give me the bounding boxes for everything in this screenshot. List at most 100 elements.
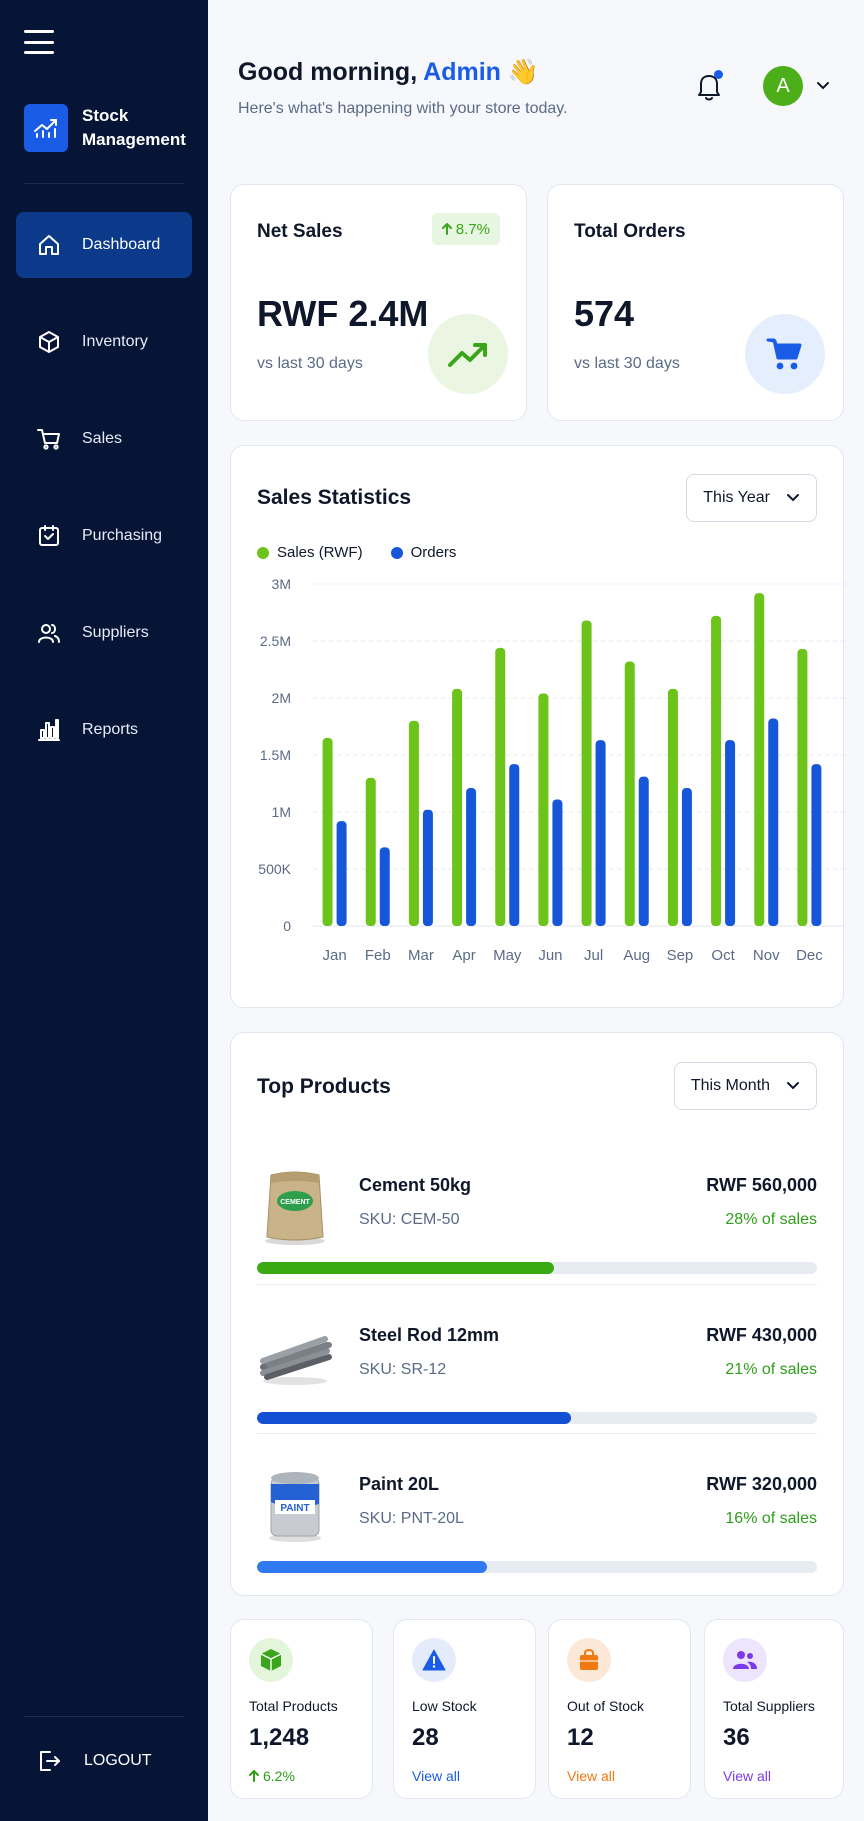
sidebar-item-purchasing[interactable]: Purchasing xyxy=(16,503,192,569)
bar-orders[interactable] xyxy=(422,809,433,926)
chevron-down-icon xyxy=(787,1082,799,1090)
logout-label: LOGOUT xyxy=(84,1752,152,1769)
x-tick-label: Jun xyxy=(538,947,562,964)
sidebar-item-dashboard[interactable]: Dashboard xyxy=(16,212,192,278)
chevron-down-icon[interactable] xyxy=(816,80,830,92)
sidebar-item-label: Reports xyxy=(82,721,139,738)
y-tick-label: 1M xyxy=(272,804,291,820)
sidebar: Stock Management Dashboard Inventory Sal… xyxy=(0,0,208,1821)
bar-orders[interactable] xyxy=(509,764,520,926)
x-tick-label: Mar xyxy=(408,947,434,964)
cube-icon xyxy=(249,1638,293,1682)
sales-statistics-card: Sales Statistics This Year Sales (RWF) O… xyxy=(230,445,845,1008)
sidebar-item-suppliers[interactable]: Suppliers xyxy=(16,600,192,666)
list-item[interactable]: CEMENT Cement 50kg SKU: CEM-50 RWF 560,0… xyxy=(257,1159,817,1279)
bar-orders[interactable] xyxy=(552,799,563,926)
progress-fill xyxy=(257,1412,571,1424)
out-of-stock-card[interactable]: Out of Stock 12 View all xyxy=(548,1619,691,1799)
progress-bar xyxy=(257,1561,817,1573)
bar-sales[interactable] xyxy=(754,593,765,926)
stat-subtitle: vs last 30 days xyxy=(574,355,680,372)
divider xyxy=(257,1284,817,1285)
period-dropdown[interactable]: This Month xyxy=(673,1062,817,1110)
bar-orders[interactable] xyxy=(768,718,779,926)
sidebar-item-inventory[interactable]: Inventory xyxy=(16,309,192,375)
notification-button[interactable] xyxy=(695,70,723,102)
arrow-up-icon xyxy=(441,223,452,235)
bar-orders[interactable] xyxy=(595,740,606,926)
total-suppliers-card[interactable]: Total Suppliers 36 View all xyxy=(704,1619,844,1799)
sidebar-item-reports[interactable]: Reports xyxy=(16,697,192,763)
total-orders-card: Total Orders 574 vs last 30 days xyxy=(547,184,844,421)
summary-label: Out of Stock xyxy=(567,1698,645,1714)
bar-sales[interactable] xyxy=(624,661,635,926)
bar-orders[interactable] xyxy=(638,776,649,926)
divider xyxy=(24,183,184,184)
legend-item-orders[interactable]: Orders xyxy=(390,544,456,561)
bar-orders[interactable] xyxy=(379,847,390,926)
cart-icon xyxy=(37,429,60,450)
sidebar-item-label: Sales xyxy=(82,430,123,447)
bar-orders[interactable] xyxy=(811,764,822,926)
top-products-card: Top Products This Month CEMENT Cement 50… xyxy=(230,1032,844,1596)
summary-label: Total Products xyxy=(249,1698,338,1714)
calendar-check-icon xyxy=(39,525,59,546)
cart-icon xyxy=(745,314,825,394)
svg-text:PAINT: PAINT xyxy=(280,1503,309,1514)
total-products-card[interactable]: Total Products 1,248 6.2% xyxy=(230,1619,373,1799)
y-tick-label: 500K xyxy=(258,861,291,877)
warning-icon xyxy=(412,1638,456,1682)
sidebar-nav: Dashboard Inventory Sales Purchasing Sup… xyxy=(16,212,192,794)
bar-sales[interactable] xyxy=(322,737,333,926)
view-all-link[interactable]: View all xyxy=(412,1768,460,1784)
bar-sales[interactable] xyxy=(495,647,506,926)
bar-sales[interactable] xyxy=(667,688,678,926)
list-item[interactable]: Steel Rod 12mm SKU: SR-12 RWF 430,000 21… xyxy=(257,1309,817,1429)
divider xyxy=(257,1433,817,1434)
home-icon xyxy=(39,235,59,255)
brand[interactable]: Stock Management xyxy=(24,104,192,152)
low-stock-card[interactable]: Low Stock 28 View all xyxy=(393,1619,536,1799)
brand-name: Stock Management xyxy=(82,106,186,149)
bar-orders[interactable] xyxy=(466,788,477,926)
product-price: RWF 560,000 xyxy=(706,1175,817,1195)
product-share: 28% of sales xyxy=(725,1211,817,1228)
avatar[interactable]: A xyxy=(763,66,803,106)
bar-sales[interactable] xyxy=(538,693,549,926)
bar-sales[interactable] xyxy=(365,777,376,926)
view-all-link[interactable]: View all xyxy=(567,1768,615,1784)
greeting-subtitle: Here's what's happening with your store … xyxy=(238,100,568,117)
logout-button[interactable]: LOGOUT xyxy=(36,1748,152,1774)
bar-sales[interactable] xyxy=(797,648,808,926)
x-tick-label: May xyxy=(493,947,522,964)
view-all-link[interactable]: View all xyxy=(723,1768,771,1784)
period-dropdown[interactable]: This Year xyxy=(686,474,817,522)
legend-item-sales[interactable]: Sales (RWF) xyxy=(257,544,363,561)
product-price: RWF 430,000 xyxy=(706,1325,817,1345)
list-item[interactable]: PAINT Paint 20L SKU: PNT-20L RWF 320,000… xyxy=(257,1458,817,1578)
y-tick-label: 2M xyxy=(272,690,291,706)
bar-sales[interactable] xyxy=(581,620,592,926)
progress-fill xyxy=(257,1561,487,1573)
menu-icon[interactable] xyxy=(24,30,54,54)
y-tick-label: 0 xyxy=(283,918,291,934)
bar-sales[interactable] xyxy=(711,615,722,926)
sidebar-item-sales[interactable]: Sales xyxy=(16,406,192,472)
summary-value: 12 xyxy=(567,1724,594,1751)
chevron-down-icon xyxy=(787,494,799,502)
bar-sales[interactable] xyxy=(408,720,419,926)
y-tick-label: 3M xyxy=(272,576,291,592)
product-name: Cement 50kg xyxy=(359,1175,472,1195)
users-icon xyxy=(723,1638,767,1682)
product-price: RWF 320,000 xyxy=(706,1474,817,1494)
bar-orders[interactable] xyxy=(725,740,736,926)
bar-sales[interactable] xyxy=(452,688,463,926)
x-tick-label: Apr xyxy=(452,947,475,964)
product-sku: SKU: PNT-20L xyxy=(359,1510,464,1527)
summary-value: 36 xyxy=(723,1724,750,1751)
bar-orders[interactable] xyxy=(336,821,347,926)
bar-chart-icon xyxy=(38,719,60,741)
users-icon xyxy=(38,624,60,643)
bar-orders[interactable] xyxy=(681,788,692,926)
chart-legend: Sales (RWF) Orders xyxy=(257,544,456,561)
